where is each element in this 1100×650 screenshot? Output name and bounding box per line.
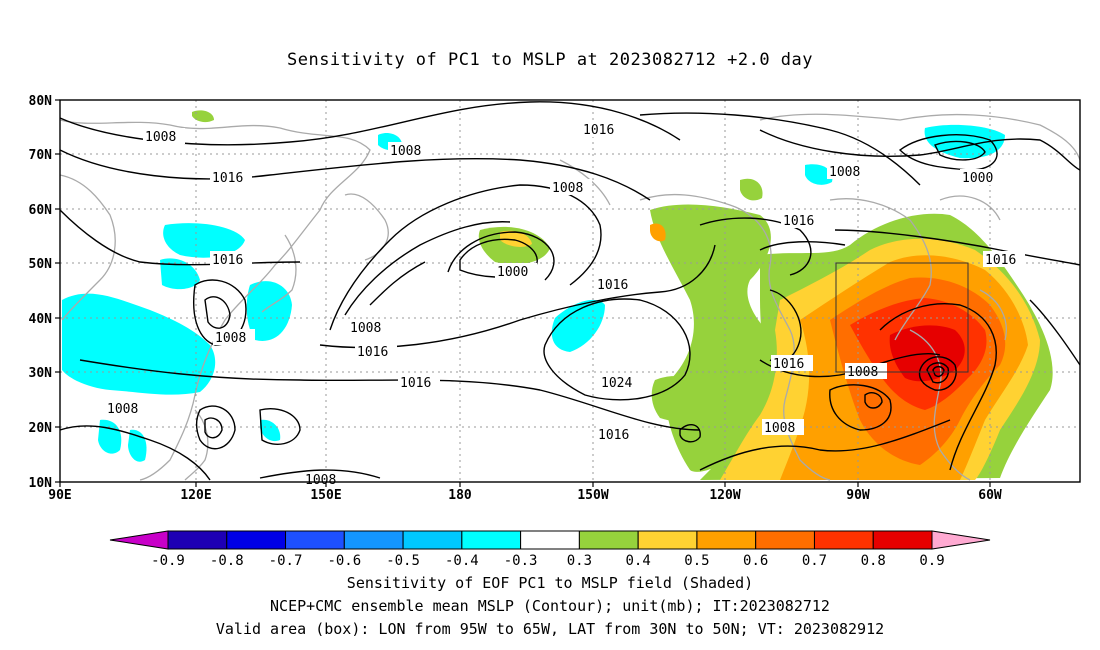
negative-shade-area — [805, 164, 833, 185]
positive-shade-area — [650, 223, 666, 242]
colorbar-max-arrow — [931, 530, 991, 550]
contour-label: 1016 — [400, 376, 431, 391]
contour-label: 1000 — [497, 265, 528, 280]
colorbar-swatch — [637, 530, 698, 550]
negative-shade-area — [163, 223, 245, 258]
lon-tick-label: 150W — [577, 488, 608, 503]
colorbar-label: 0.4 — [626, 553, 651, 569]
contour-label: 1008 — [552, 181, 583, 196]
contour-label: 1016 — [598, 428, 629, 443]
colorbar-label: 0.5 — [684, 553, 709, 569]
longitude-labels: 90E 120E 150E 180 150W 120W 90W 60W — [48, 488, 1002, 503]
axis-ticks — [55, 99, 991, 487]
contour-labels: 1008 1008 1016 1008 1016 1016 1016 1008 … — [105, 121, 1025, 488]
caption-line-2: NCEP+CMC ensemble mean MSLP (Contour); u… — [270, 597, 830, 615]
colorbar-label: 0.6 — [743, 553, 768, 569]
contour-label: 1016 — [597, 278, 628, 293]
colorbar-min-arrow — [109, 530, 169, 550]
shading-layer — [62, 110, 1053, 480]
contour-label: 1016 — [773, 357, 804, 372]
contour-label: 1008 — [829, 165, 860, 180]
lat-tick-label: 30N — [29, 366, 53, 381]
colorbar-swatch — [872, 530, 933, 550]
positive-shade-area — [651, 376, 705, 421]
colorbar-swatch — [402, 530, 463, 550]
valid-area-box — [835, 262, 969, 373]
colorbar-swatch — [520, 530, 580, 550]
lat-tick-label: 10N — [29, 476, 53, 491]
colorbar-label: 0.8 — [861, 553, 886, 569]
negative-shade-area — [98, 419, 122, 454]
positive-shade-area — [740, 178, 763, 201]
contour-label: 1016 — [357, 345, 388, 360]
lat-tick-label: 50N — [29, 257, 53, 272]
colorbar-swatch — [578, 530, 639, 550]
colorbar-swatch — [343, 530, 404, 550]
colorbar-swatch — [755, 530, 815, 550]
lon-tick-label: 150E — [310, 488, 341, 503]
colorbar-label: -0.4 — [445, 553, 479, 569]
colorbar-label: 0.3 — [567, 553, 592, 569]
lat-tick-label: 40N — [29, 312, 53, 327]
coastline-layer — [60, 113, 1080, 481]
chart-title: Sensitivity of PC1 to MSLP at 2023082712… — [286, 50, 813, 70]
contour-label: 1024 — [601, 376, 632, 391]
contour-label: 1016 — [212, 171, 243, 186]
colorbar-swatch — [461, 530, 522, 550]
lat-tick-label: 60N — [29, 203, 53, 218]
contour-label: 1008 — [145, 130, 176, 145]
negative-shade-area — [246, 281, 292, 341]
contour-label: 1008 — [390, 144, 421, 159]
caption-line-1: Sensitivity of EOF PC1 to MSLP field (Sh… — [346, 574, 754, 592]
colorbar-label: -0.3 — [504, 553, 538, 569]
contour-label: 1008 — [107, 402, 138, 417]
lat-tick-label: 20N — [29, 421, 53, 436]
contour-label: 1008 — [305, 473, 336, 488]
colorbar-swatch — [226, 530, 287, 550]
colorbar-swatch — [813, 530, 874, 550]
lon-tick-label: 120W — [709, 488, 740, 503]
negative-shade-area — [160, 258, 200, 290]
lat-tick-label: 80N — [29, 94, 53, 109]
lon-tick-label: 90W — [846, 488, 870, 503]
negative-shade-area — [62, 293, 216, 395]
colorbar-label: -0.5 — [386, 553, 420, 569]
contour-label: 1016 — [583, 123, 614, 138]
colorbar-swatch — [285, 530, 345, 550]
contour-label: 1008 — [350, 321, 381, 336]
caption-line-3: Valid area (box): LON from 95W to 65W, L… — [215, 620, 885, 638]
contour-label: 1000 — [962, 171, 993, 186]
colorbar-label: -0.7 — [269, 553, 303, 569]
colorbar-swatch — [167, 530, 228, 550]
contour-label: 1016 — [212, 253, 243, 268]
colorbar-label: -0.9 — [151, 553, 185, 569]
contour-label: 1016 — [985, 253, 1016, 268]
lon-tick-label: 90E — [48, 488, 71, 503]
lon-tick-label: 180 — [448, 488, 472, 503]
contour-label: 1008 — [764, 421, 795, 436]
negative-shade-area — [260, 419, 281, 442]
colorbar: -0.9 -0.8 -0.7 -0.6 -0.5 -0.4 -0.3 0.3 0.4 0.5 0.6… — [109, 530, 991, 569]
lon-tick-label: 60W — [978, 488, 1002, 503]
contour-label: 1008 — [215, 331, 246, 346]
positive-shade-area — [192, 110, 214, 123]
lon-tick-label: 120E — [180, 488, 211, 503]
latitude-labels: 80N 70N 60N 50N 40N 30N 20N 10N — [29, 94, 53, 491]
colorbar-label: 0.9 — [919, 553, 944, 569]
lat-tick-label: 70N — [29, 148, 53, 163]
colorbar-label: -0.8 — [210, 553, 244, 569]
map-frame — [59, 99, 1081, 483]
contour-label: 1016 — [783, 214, 814, 229]
negative-shade-area — [551, 299, 605, 352]
colorbar-swatch — [696, 530, 757, 550]
colorbar-label: -0.6 — [327, 553, 361, 569]
colorbar-label: 0.7 — [802, 553, 827, 569]
